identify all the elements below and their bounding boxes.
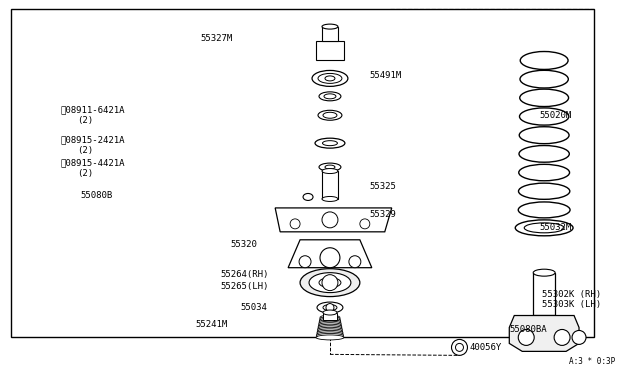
Ellipse shape <box>319 163 341 171</box>
Circle shape <box>518 330 534 346</box>
Ellipse shape <box>322 24 338 29</box>
Ellipse shape <box>519 145 570 162</box>
Circle shape <box>322 275 338 291</box>
Polygon shape <box>509 315 579 352</box>
Text: 55080BA: 55080BA <box>509 325 547 334</box>
Text: Ⓦ08915-2421A: Ⓦ08915-2421A <box>61 136 125 145</box>
Circle shape <box>360 219 370 229</box>
Polygon shape <box>288 240 372 268</box>
Circle shape <box>572 330 586 344</box>
Ellipse shape <box>318 110 342 120</box>
Text: (2): (2) <box>77 169 93 177</box>
Text: 55327M: 55327M <box>200 34 233 43</box>
Circle shape <box>290 219 300 229</box>
Ellipse shape <box>319 278 341 288</box>
Ellipse shape <box>309 273 351 293</box>
Ellipse shape <box>518 183 570 199</box>
Bar <box>322 26 338 41</box>
Text: Ⓦ08915-4421A: Ⓦ08915-4421A <box>61 158 125 167</box>
Text: 55302K (RH): 55302K (RH) <box>542 290 602 299</box>
Bar <box>322 171 338 199</box>
Text: 55325: 55325 <box>370 183 397 192</box>
Ellipse shape <box>316 333 344 339</box>
Ellipse shape <box>520 51 568 70</box>
Ellipse shape <box>317 329 342 334</box>
Text: 55264(RH): 55264(RH) <box>220 270 269 279</box>
Ellipse shape <box>318 73 342 83</box>
Ellipse shape <box>300 269 360 296</box>
Text: 55329: 55329 <box>370 211 397 219</box>
Text: 55034: 55034 <box>240 303 267 312</box>
Ellipse shape <box>322 196 338 202</box>
Ellipse shape <box>303 193 313 201</box>
Ellipse shape <box>533 269 555 276</box>
Ellipse shape <box>319 92 341 101</box>
Bar <box>11 9 594 337</box>
Ellipse shape <box>322 169 338 174</box>
Ellipse shape <box>317 332 343 337</box>
Ellipse shape <box>323 310 337 315</box>
Ellipse shape <box>519 164 570 181</box>
Ellipse shape <box>316 335 344 340</box>
Text: A:3 * 0:3P: A:3 * 0:3P <box>569 357 615 366</box>
Text: 55080B: 55080B <box>81 192 113 201</box>
Ellipse shape <box>323 141 337 146</box>
Text: 55241M: 55241M <box>195 320 228 329</box>
Ellipse shape <box>519 127 569 144</box>
Text: (2): (2) <box>77 145 93 155</box>
Ellipse shape <box>323 305 337 311</box>
Circle shape <box>326 304 334 311</box>
Ellipse shape <box>317 302 343 313</box>
Circle shape <box>451 339 467 355</box>
Ellipse shape <box>317 327 342 332</box>
Bar <box>316 41 344 61</box>
Ellipse shape <box>319 323 342 328</box>
Text: 55020M: 55020M <box>539 111 572 120</box>
Ellipse shape <box>325 76 335 81</box>
Ellipse shape <box>320 315 340 320</box>
Circle shape <box>299 256 311 268</box>
Text: 55265(LH): 55265(LH) <box>220 282 269 291</box>
Ellipse shape <box>520 70 568 88</box>
Circle shape <box>320 248 340 268</box>
Ellipse shape <box>318 326 342 331</box>
Ellipse shape <box>320 317 340 321</box>
Ellipse shape <box>325 165 335 169</box>
Bar <box>533 273 555 314</box>
Circle shape <box>322 212 338 228</box>
Ellipse shape <box>315 138 345 148</box>
Text: 55303K (LH): 55303K (LH) <box>542 300 602 309</box>
Ellipse shape <box>319 321 341 326</box>
Ellipse shape <box>515 220 573 236</box>
Circle shape <box>349 256 361 268</box>
Ellipse shape <box>520 89 568 106</box>
Ellipse shape <box>524 223 564 233</box>
Text: 55491M: 55491M <box>370 71 402 80</box>
Ellipse shape <box>520 108 569 125</box>
Text: (2): (2) <box>77 116 93 125</box>
Polygon shape <box>275 208 392 232</box>
Bar <box>323 312 337 321</box>
Circle shape <box>554 330 570 346</box>
Ellipse shape <box>312 70 348 86</box>
Ellipse shape <box>319 318 340 323</box>
Ellipse shape <box>319 320 341 325</box>
Ellipse shape <box>518 202 570 218</box>
Ellipse shape <box>318 324 342 329</box>
Text: ⓝ08911-6421A: ⓝ08911-6421A <box>61 106 125 115</box>
Ellipse shape <box>324 94 336 99</box>
Text: 55320: 55320 <box>230 240 257 249</box>
Text: 55032M: 55032M <box>539 223 572 232</box>
Ellipse shape <box>323 112 337 118</box>
Text: 40056Y: 40056Y <box>469 343 502 352</box>
Ellipse shape <box>317 330 343 335</box>
Circle shape <box>456 343 463 352</box>
